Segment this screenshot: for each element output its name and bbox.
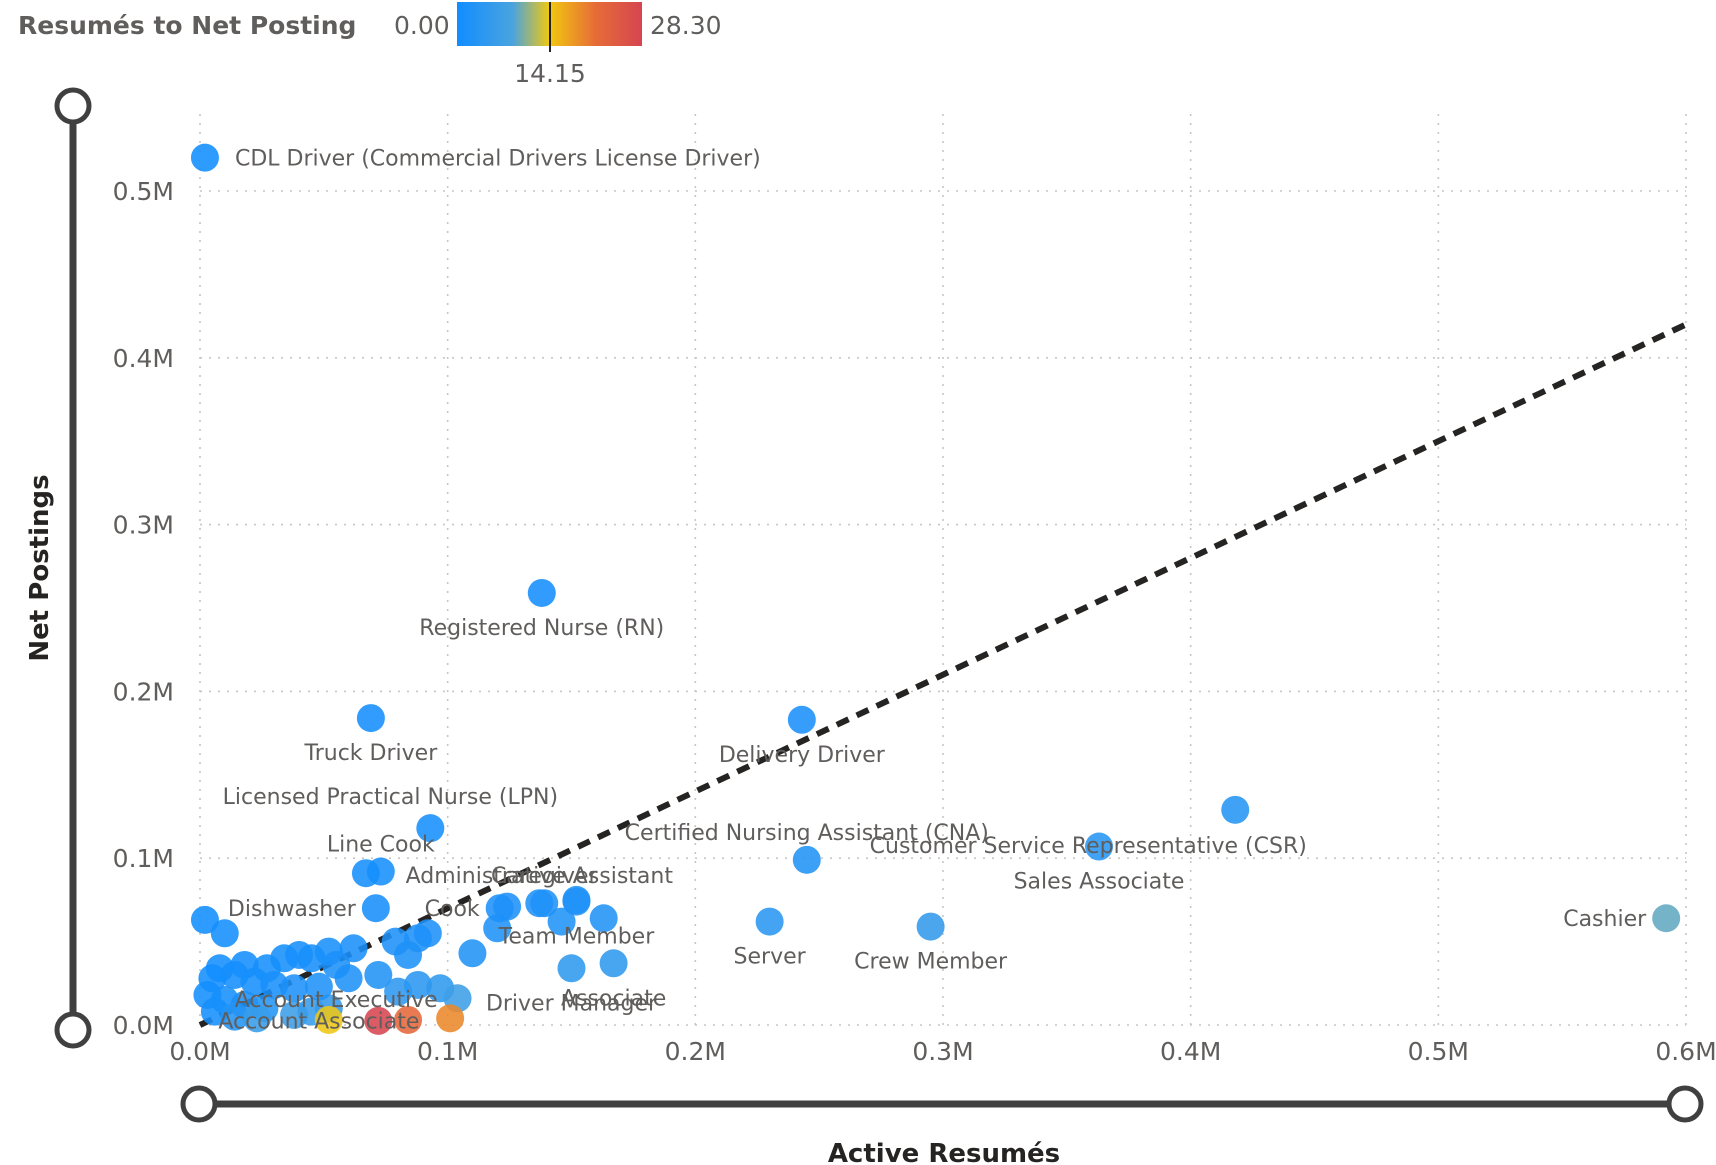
x-axis-title: Active Resumés [828,1139,1060,1165]
data-point[interactable] [280,974,309,1003]
point-label: Registered Nurse (RN) [419,616,664,641]
point-label: Delivery Driver [719,743,886,768]
y-tick-label: 0.1M [113,844,174,873]
data-point[interactable] [364,1006,393,1035]
point-label: Cook [425,897,480,922]
data-point[interactable] [436,1004,465,1033]
data-point[interactable] [210,919,239,948]
x-tick-label: 0.2M [665,1037,726,1066]
labeled-data-point[interactable] [792,845,821,874]
labeled-data-point[interactable] [787,705,816,734]
data-point[interactable] [547,907,576,936]
x-slider-left-handle[interactable] [180,1085,218,1123]
x-tick-label: 0.5M [1408,1037,1469,1066]
data-point[interactable] [589,904,618,933]
labeled-data-point[interactable] [361,894,390,923]
data-points [190,143,1681,1035]
point-label: Licensed Practical Nurse (LPN) [223,785,558,810]
labeled-data-point[interactable] [599,949,628,978]
x-slider-right-handle[interactable] [1666,1085,1704,1123]
y-slider-bottom-handle[interactable] [54,1011,92,1049]
y-tick-label: 0.3M [113,511,174,540]
point-label: Certified Nursing Assistant (CNA) [625,821,989,846]
point-label: Dishwasher [228,897,357,922]
point-label: Customer Service Representative (CSR) [870,834,1307,859]
labeled-data-point[interactable] [366,857,395,886]
y-tick-label: 0.4M [113,344,174,373]
labeled-data-point[interactable] [557,954,586,983]
data-point[interactable] [242,1004,271,1033]
point-label: Team Member [498,925,656,950]
point-label: Line Cook [327,833,435,858]
x-tick-label: 0.3M [912,1037,973,1066]
labeled-data-point[interactable] [1221,795,1250,824]
y-tick-label: 0.2M [113,677,174,706]
data-point[interactable] [364,960,393,989]
labeled-data-point[interactable] [527,578,556,607]
labeled-data-point[interactable] [1652,904,1681,933]
legend-max-label: 28.30 [650,11,722,40]
data-point[interactable] [314,1005,343,1034]
axis-ticks: 0.0M 0.1M 0.2M 0.3M 0.4M 0.5M 0.6M 0.0M 0.1M 0.2M… [113,177,1716,1066]
legend-mid-label: 14.15 [514,59,586,88]
labeled-data-point[interactable] [304,972,333,1001]
labeled-data-point[interactable] [190,143,219,172]
data-point[interactable] [458,939,487,968]
y-tick-label: 0.5M [113,177,174,206]
data-point[interactable] [394,940,423,969]
point-label: Server [734,945,807,970]
trend-line [198,321,1688,1028]
point-label: CDL Driver (Commercial Drivers License D… [235,147,761,172]
labeled-data-point[interactable] [562,887,591,916]
point-label: Account Associate [218,1010,419,1035]
point-label: Cashier [1563,907,1647,932]
x-tick-label: 0.6M [1655,1037,1716,1066]
labeled-data-point[interactable] [416,814,445,843]
y-axis-zoom-slider[interactable] [54,87,92,1049]
data-point[interactable] [339,934,368,963]
data-point[interactable] [413,919,442,948]
point-label: Crew Member [854,950,1008,975]
y-tick-label: 0.0M [113,1011,174,1040]
labeled-data-point[interactable] [916,912,945,941]
point-labels: CDL Driver (Commercial Drivers License D… [218,147,1647,1035]
y-axis-title: Net Postings [25,474,55,661]
labeled-data-point[interactable] [525,889,554,918]
point-label: Driver Manager [486,991,658,1016]
x-tick-label: 0.0M [169,1037,230,1066]
point-label: Caregiver [491,864,599,889]
data-point[interactable] [190,905,219,934]
point-label: Associate [561,986,666,1011]
data-point[interactable] [403,970,432,999]
labeled-data-point[interactable] [755,907,784,936]
labeled-data-point[interactable] [485,894,514,923]
legend-title: Resumés to Net Posting [18,11,356,40]
data-point[interactable] [220,1002,249,1031]
x-axis-zoom-slider[interactable] [180,1085,1704,1123]
labeled-data-point[interactable] [322,950,351,979]
point-label: Truck Driver [304,741,439,766]
x-tick-label: 0.1M [417,1037,478,1066]
labeled-data-point[interactable] [356,704,385,733]
labeled-data-point[interactable] [1085,832,1114,861]
color-legend: Resumés to Net Posting 0.00 28.30 14.15 [18,2,722,88]
point-label: Account Executive [235,988,438,1013]
y-slider-top-handle[interactable] [54,87,92,125]
x-tick-label: 0.4M [1160,1037,1221,1066]
data-point[interactable] [394,1005,423,1034]
point-label: Sales Associate [1014,870,1185,895]
legend-min-label: 0.00 [394,11,450,40]
point-label: Administrative Assistant [406,864,674,889]
